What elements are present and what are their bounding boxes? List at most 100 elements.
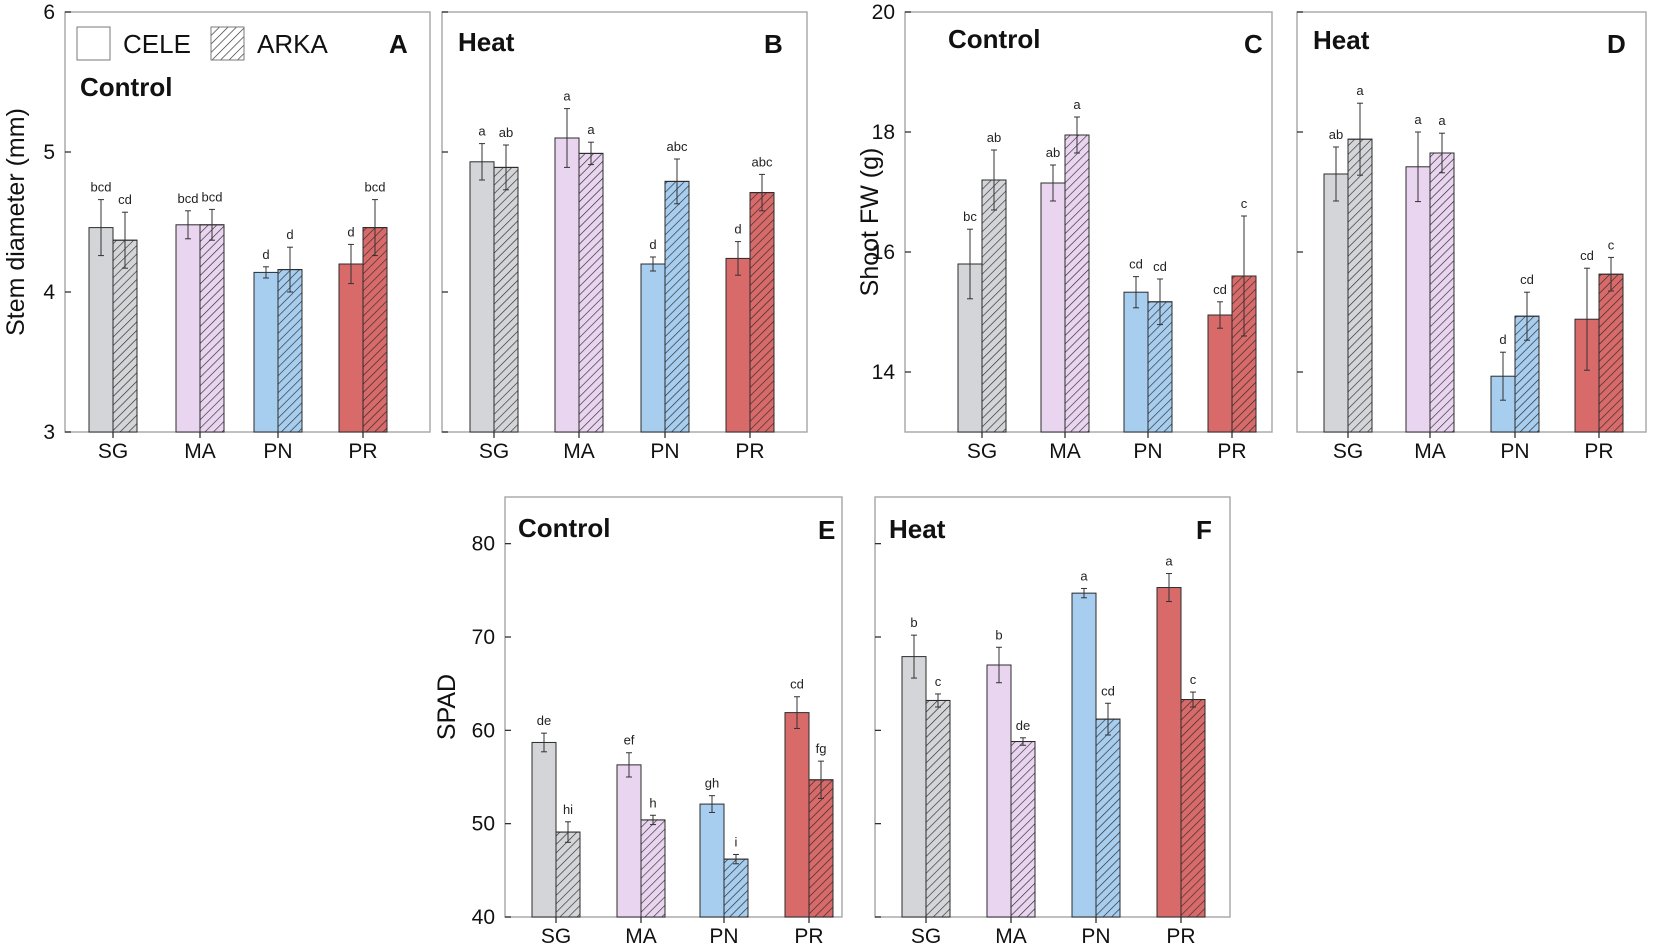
panel-A-bar-PR-arka-sig-letter: bcd xyxy=(365,180,386,195)
panel-F-title: Heat xyxy=(889,514,946,544)
panel-F-bar-MA-arka-sig-letter: de xyxy=(1016,718,1030,733)
panel-D-xlabel-MA: MA xyxy=(1414,440,1446,463)
panel-A-ytick-label-3: 3 xyxy=(43,421,55,444)
panel-D-frame xyxy=(1296,11,1647,433)
panel-B-xlabel-MA: MA xyxy=(563,440,595,463)
panel-F-bar-PN-arka-sig-letter: cd xyxy=(1101,683,1115,698)
panel-B-xlabel-PR: PR xyxy=(735,440,764,463)
panel-F-bar-PR-cele xyxy=(1156,587,1182,918)
panel-A-xlabel-SG: SG xyxy=(98,440,128,463)
panel-C-bar-SG-cele-sig-letter: bc xyxy=(963,209,977,224)
panel-E-ylabel: SPAD xyxy=(433,674,461,740)
legend: CELE ARKA xyxy=(76,26,328,61)
panel-E-bar-PN-arka-hatch xyxy=(723,858,749,918)
panel-A-bar-PN-cele xyxy=(253,271,279,433)
panel-D-bar-MA-cele xyxy=(1405,166,1431,433)
panel-B-bar-MA-arka-hatch xyxy=(578,152,604,433)
panel-A-ytick-label-4: 4 xyxy=(43,281,55,304)
panel-E-bar-PR-arka-sig-letter: fg xyxy=(816,741,827,756)
panel-E-bar-PR-arka-hatch xyxy=(808,779,834,918)
panel-F-bar-MA-arka-hatch xyxy=(1010,741,1036,918)
panel-E-xlabel-SG: SG xyxy=(541,925,571,947)
panel-E-bar-PN-cele-sig-letter: gh xyxy=(705,776,719,791)
panel-D-letter: D xyxy=(1607,29,1626,59)
panel-D-xlabel-PR: PR xyxy=(1584,440,1613,463)
panel-C-xlabel-PN: PN xyxy=(1133,440,1162,463)
panel-F-xlabel-SG: SG xyxy=(911,925,941,947)
panel-F-bar-MA-cele xyxy=(986,664,1012,918)
panel-D-bar-SG-arka-sig-letter: a xyxy=(1356,83,1364,98)
panel-D-bar-MA-arka-hatch xyxy=(1429,152,1455,433)
panel-F-letter: F xyxy=(1196,515,1212,545)
panel-B-bar-PR-arka-hatch xyxy=(749,192,775,433)
panel-B-bar-SG-cele xyxy=(469,161,495,433)
panel-C-title: Control xyxy=(948,24,1040,54)
panel-F-bar-PN-cele xyxy=(1071,592,1097,918)
panel-F-bar-SG-cele-sig-letter: b xyxy=(910,615,917,630)
panel-D-bar-MA-arka-sig-letter: a xyxy=(1438,113,1446,128)
panel-E-bar-PR-cele xyxy=(784,712,810,918)
panel-E-bar-SG-arka-sig-letter: hi xyxy=(563,802,573,817)
panel-F-xlabel-PR: PR xyxy=(1166,925,1195,947)
panel-D-bar-SG-cele-sig-letter: ab xyxy=(1329,127,1343,142)
panel-E-bar-MA-arka-sig-letter: h xyxy=(649,795,656,810)
panel-E-xlabel-MA: MA xyxy=(625,925,657,947)
panel-B-bar-SG-arka-sig-letter: ab xyxy=(499,125,513,140)
panel-F-xlabel-PN: PN xyxy=(1081,925,1110,947)
panel-A-ytick-label-6: 6 xyxy=(43,1,55,24)
panel-C-ytick-label-20: 20 xyxy=(872,1,895,24)
panel-F-bar-SG-cele xyxy=(901,656,927,918)
panel-E-bar-PN-arka-sig-letter: i xyxy=(735,834,738,849)
panel-B-bar-PN-arka-sig-letter: abc xyxy=(667,139,688,154)
panel-B-bar-PR-cele-sig-letter: d xyxy=(734,222,741,237)
panel-C-bar-SG-arka-hatch xyxy=(981,179,1007,433)
legend-label-arka: ARKA xyxy=(257,29,328,59)
panel-E-bar-SG-cele xyxy=(531,741,557,918)
panel-F-bar-SG-arka-hatch xyxy=(925,699,951,918)
panel-C-bar-PN-arka-sig-letter: cd xyxy=(1153,259,1167,274)
panel-E-ytick-label-70: 70 xyxy=(472,626,495,649)
panel-D-bar-PN-arka-sig-letter: cd xyxy=(1520,272,1534,287)
panel-D-xlabel-PN: PN xyxy=(1500,440,1529,463)
panel-C-bar-MA-arka-hatch xyxy=(1064,134,1090,433)
panel-C-ylabel: Shoot FW (g) xyxy=(856,148,884,297)
panel-B-title: Heat xyxy=(458,27,515,57)
panel-A-bar-PN-arka-sig-letter: d xyxy=(286,227,293,242)
panel-A-bar-SG-arka-hatch xyxy=(112,239,138,433)
panel-A-xlabel-MA: MA xyxy=(184,440,216,463)
panel-B-bar-MA-arka-sig-letter: a xyxy=(587,122,595,137)
panel-E-ytick-label-60: 60 xyxy=(472,719,495,742)
panel-B-bar-PN-cele xyxy=(640,263,666,433)
panel-C-bar-MA-arka-sig-letter: a xyxy=(1073,97,1081,112)
panel-A-xlabel-PN: PN xyxy=(263,440,292,463)
panel-E-bar-SG-cele-sig-letter: de xyxy=(537,713,551,728)
panel-A-title: Control xyxy=(80,72,172,102)
panel-D-bar-PR-arka-sig-letter: c xyxy=(1608,237,1615,252)
panel-A-bar-PR-cele-sig-letter: d xyxy=(347,224,354,239)
panel-A-xlabel-PR: PR xyxy=(348,440,377,463)
panel-B-bar-PN-cele-sig-letter: d xyxy=(649,237,656,252)
panel-A-bar-MA-arka-hatch xyxy=(199,224,225,433)
panel-B-letter: B xyxy=(764,29,783,59)
panel-E-ytick-label-50: 50 xyxy=(472,813,495,836)
panel-A-bar-PR-arka-hatch xyxy=(362,227,388,433)
panel-E-bar-MA-cele xyxy=(616,764,642,918)
panel-C-bar-MA-cele xyxy=(1040,182,1066,433)
panel-D-bar-PR-cele-sig-letter: cd xyxy=(1580,248,1594,263)
panel-A-bar-PN-arka-hatch xyxy=(277,269,303,433)
panel-F-bar-PR-arka-sig-letter: c xyxy=(1190,672,1197,687)
panel-B-bar-PR-arka-sig-letter: abc xyxy=(752,154,773,169)
panel-A-bar-MA-cele xyxy=(175,224,201,433)
panel-C-bar-SG-arka-sig-letter: ab xyxy=(987,130,1001,145)
panel-A-bar-SG-arka-sig-letter: cd xyxy=(118,192,132,207)
panel-C-ytick-label-16: 16 xyxy=(872,241,895,264)
panel-A-bar-SG-cele xyxy=(88,227,114,433)
panel-D-bar-PN-cele-sig-letter: d xyxy=(1499,332,1506,347)
panel-D-bar-SG-cele xyxy=(1323,173,1349,433)
panel-F-bar-PN-arka-hatch xyxy=(1095,718,1121,918)
panel-F-bar-SG-arka-sig-letter: c xyxy=(935,674,942,689)
